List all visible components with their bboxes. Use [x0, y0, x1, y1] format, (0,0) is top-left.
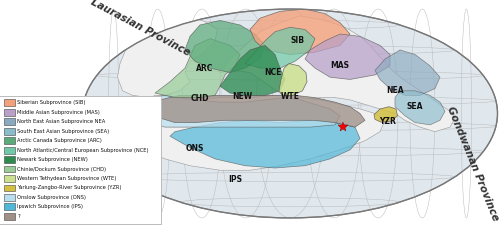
Bar: [4, 128, 15, 135]
Bar: [4, 185, 15, 191]
Bar: [4, 99, 15, 106]
Text: SIB: SIB: [290, 36, 304, 45]
Text: Laurasian Province: Laurasian Province: [88, 0, 192, 58]
Polygon shape: [374, 107, 398, 122]
Polygon shape: [375, 50, 440, 95]
Polygon shape: [150, 95, 365, 127]
Text: SEA: SEA: [407, 102, 423, 111]
Polygon shape: [170, 120, 360, 168]
FancyBboxPatch shape: [0, 96, 160, 224]
Text: ?: ?: [18, 214, 20, 219]
Polygon shape: [185, 20, 265, 73]
Text: MAS: MAS: [330, 61, 349, 70]
Text: NEW: NEW: [232, 92, 252, 101]
Text: ONS: ONS: [186, 144, 204, 153]
Text: North Atlantic/Central European Subprovince (NCE): North Atlantic/Central European Subprovi…: [18, 148, 149, 153]
Polygon shape: [220, 16, 455, 132]
Text: Onslow Subprovince (ONS): Onslow Subprovince (ONS): [18, 195, 86, 200]
Text: North East Asian Subprovince NEA: North East Asian Subprovince NEA: [18, 119, 106, 124]
Text: Middle Asian Subprovince (MAS): Middle Asian Subprovince (MAS): [18, 110, 100, 115]
Bar: [4, 175, 15, 182]
Bar: [4, 203, 15, 210]
Text: Yarlung-Zangbo-River Subprovince (YZR): Yarlung-Zangbo-River Subprovince (YZR): [18, 185, 122, 190]
Text: Gondwanan Province: Gondwanan Province: [445, 105, 500, 222]
Polygon shape: [395, 91, 445, 125]
Text: Chinie/Dockum Subprovince (CHD): Chinie/Dockum Subprovince (CHD): [18, 167, 106, 172]
Polygon shape: [305, 34, 390, 79]
Text: NCE: NCE: [264, 68, 281, 77]
Polygon shape: [220, 45, 285, 95]
Bar: [4, 147, 15, 153]
Bar: [4, 118, 15, 125]
Bar: [4, 137, 15, 144]
Text: CHD: CHD: [191, 94, 209, 103]
Text: ARC: ARC: [196, 64, 214, 73]
Polygon shape: [279, 64, 307, 95]
Text: Arctic Canada Subprovince (ARC): Arctic Canada Subprovince (ARC): [18, 138, 102, 143]
Text: Ipswich Subprovince (IPS): Ipswich Subprovince (IPS): [18, 204, 84, 209]
Polygon shape: [135, 95, 340, 127]
Bar: [4, 109, 15, 116]
Polygon shape: [155, 39, 240, 98]
Text: NEA: NEA: [386, 86, 404, 95]
Bar: [4, 194, 15, 201]
Text: WTE: WTE: [281, 92, 300, 101]
Text: Western Tethydean Subprovince (WTE): Western Tethydean Subprovince (WTE): [18, 176, 117, 181]
Polygon shape: [125, 95, 385, 170]
Bar: [4, 166, 15, 173]
Text: South East Asian Subprovince (SEA): South East Asian Subprovince (SEA): [18, 129, 110, 134]
Bar: [4, 213, 15, 220]
Polygon shape: [118, 16, 218, 98]
Text: Newark Subprovince (NEW): Newark Subprovince (NEW): [18, 157, 88, 162]
Polygon shape: [245, 27, 315, 68]
Text: YZR: YZR: [379, 117, 396, 126]
Ellipse shape: [82, 9, 498, 218]
Polygon shape: [250, 9, 350, 54]
Text: IPS: IPS: [228, 175, 242, 184]
Text: Siberian Subprovince (SIB): Siberian Subprovince (SIB): [18, 100, 86, 105]
Bar: [4, 156, 15, 163]
